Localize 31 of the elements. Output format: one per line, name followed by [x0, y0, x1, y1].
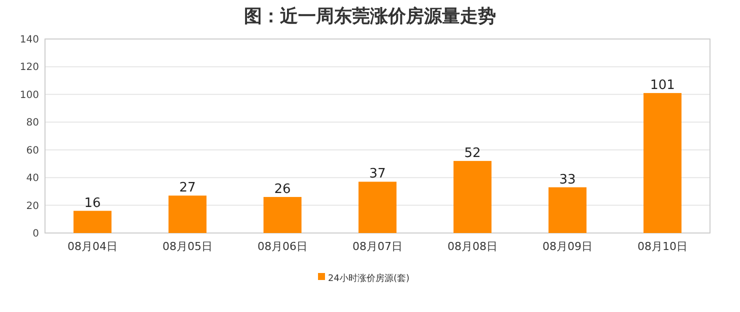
bar	[264, 196, 302, 233]
x-tick-label: 08月04日	[68, 240, 118, 253]
bar	[644, 93, 682, 233]
chart-title: 图：近一周东莞涨价房源量走势	[244, 6, 496, 27]
bar	[454, 160, 492, 233]
data-label: 27	[179, 180, 196, 196]
x-tick-label: 08月10日	[638, 240, 688, 253]
data-label: 101	[650, 78, 675, 94]
data-label: 16	[84, 196, 101, 211]
x-tick-label: 08月08日	[448, 240, 498, 253]
y-tick-label: 120	[20, 62, 39, 74]
data-label: 26	[274, 182, 291, 197]
data-label: 33	[559, 172, 576, 188]
bar	[548, 187, 586, 233]
y-tick-label: 80	[26, 118, 39, 129]
bar	[74, 210, 112, 233]
x-tick-label: 08月09日	[542, 240, 592, 253]
y-tick-label: 60	[26, 145, 39, 156]
y-tick-label: 100	[20, 90, 39, 101]
x-tick-label: 08月06日	[258, 240, 308, 253]
bar	[358, 182, 396, 233]
x-tick-label: 08月07日	[352, 240, 402, 253]
legend-label: 24小时涨价房源(套)	[328, 273, 410, 284]
data-label: 52	[464, 146, 481, 161]
data-label: 37	[369, 166, 386, 182]
y-tick-label: 40	[26, 173, 39, 184]
y-tick-label: 0	[32, 228, 39, 240]
bar	[168, 196, 206, 233]
y-tick-label: 20	[26, 200, 39, 212]
x-tick-label: 08月05日	[162, 240, 212, 253]
y-tick-label: 140	[20, 34, 39, 46]
